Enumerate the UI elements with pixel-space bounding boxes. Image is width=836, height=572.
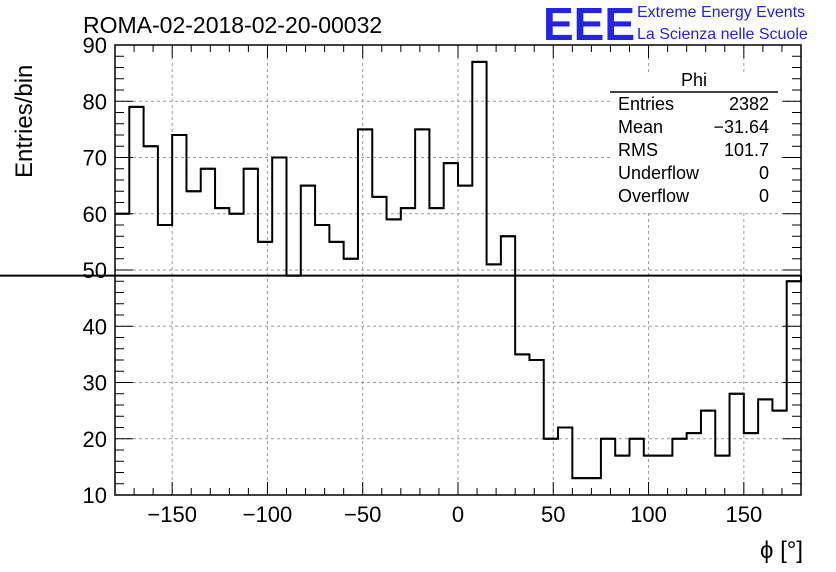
x-tick-label: 0	[452, 502, 464, 527]
tick-labels: −150 −100 −50 0 50 100 150 10 20 30 40 50 60 70 80 90	[83, 33, 763, 527]
stats-row-label: Mean	[618, 117, 663, 137]
stats-box: Phi Entries 2382 Mean −31.64 RMS 101.7 Underfl…	[610, 70, 778, 212]
eee-logo-line2: La Scienza nelle Scuole	[637, 26, 808, 43]
x-tick-label: −50	[344, 502, 381, 527]
y-tick-label: 50	[83, 258, 107, 283]
x-tick-label: 150	[725, 502, 762, 527]
x-tick-label: 50	[541, 502, 565, 527]
histogram	[0, 60, 802, 480]
x-axis-title: ϕ [°]	[760, 537, 803, 564]
eee-logo-line1: Extreme Energy Events	[637, 4, 805, 21]
y-tick-label: 80	[83, 89, 107, 114]
stats-row-label: Overflow	[618, 186, 690, 206]
stats-row-value: −31.64	[713, 117, 769, 137]
y-tick-label: 20	[83, 427, 107, 452]
stats-box-name: Phi	[681, 70, 707, 90]
stats-row-value: 0	[759, 163, 769, 183]
stats-row-value: 2382	[729, 94, 769, 114]
stats-row-label: Underflow	[618, 163, 700, 183]
y-tick-label: 60	[83, 202, 107, 227]
x-tick-label: −100	[243, 502, 293, 527]
eee-logo: EEE Extreme Energy Events La Scienza nel…	[543, 0, 808, 50]
y-tick-label: 40	[83, 314, 107, 339]
x-tick-label: −150	[147, 502, 197, 527]
stats-row-label: Entries	[618, 94, 674, 114]
axis-ticks	[114, 44, 802, 496]
y-tick-label: 30	[83, 371, 107, 396]
eee-logo-mark: EEE	[543, 0, 635, 50]
chart-title: ROMA-02-2018-02-20-00032	[83, 12, 382, 38]
y-tick-label: 70	[83, 146, 107, 171]
y-tick-label: 90	[83, 33, 107, 58]
stats-row-label: RMS	[618, 140, 658, 160]
y-axis-title: Entries/bin	[11, 65, 38, 178]
stats-row-value: 0	[759, 186, 769, 206]
stats-row-value: 101.7	[724, 140, 769, 160]
stats-box-background	[610, 72, 778, 212]
y-tick-label: 10	[83, 483, 107, 508]
stats-rows: Entries 2382 Mean −31.64 RMS 101.7 Underflow 0 O…	[618, 94, 769, 206]
x-tick-label: 100	[630, 502, 667, 527]
